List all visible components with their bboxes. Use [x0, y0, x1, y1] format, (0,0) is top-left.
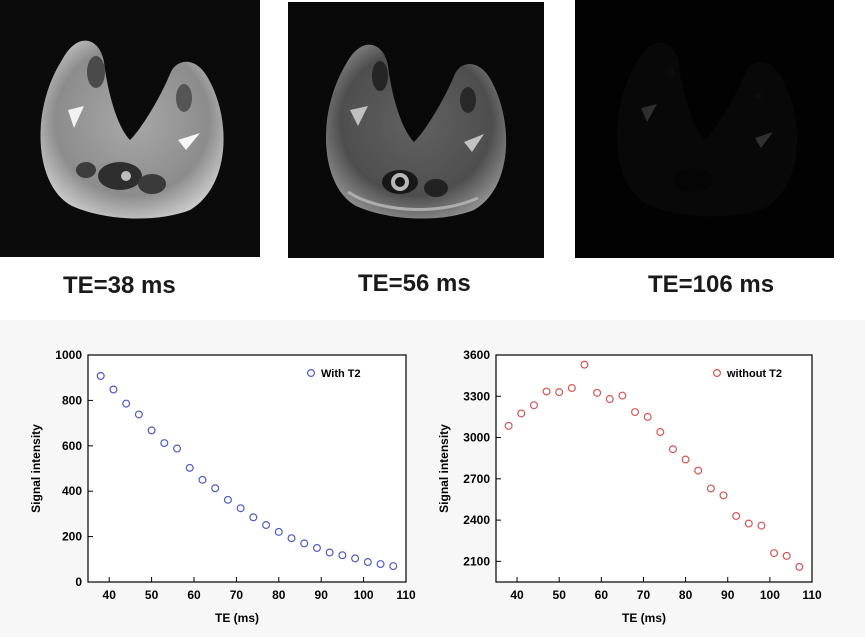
data-point	[529, 401, 538, 410]
data-point	[160, 439, 169, 448]
data-point	[300, 539, 309, 548]
mri-image-te-38	[0, 0, 260, 257]
data-point	[795, 562, 804, 571]
x-tick-label: 100	[354, 588, 374, 602]
x-tick-label: 50	[145, 588, 159, 602]
data-point	[173, 444, 182, 453]
data-point	[593, 388, 602, 397]
y-tick-label: 200	[62, 530, 82, 544]
y-tick-label: 2100	[463, 554, 490, 568]
y-tick-label: 0	[75, 575, 82, 589]
x-tick-label: 80	[679, 588, 693, 602]
data-point	[147, 426, 156, 435]
y-axis-label: Signal intensity	[29, 424, 43, 513]
data-point	[631, 408, 640, 417]
data-point	[504, 421, 513, 430]
data-point	[643, 412, 652, 421]
x-axis-label: TE (ms)	[215, 611, 259, 625]
x-tick-label: 80	[272, 588, 286, 602]
data-point	[567, 384, 576, 393]
y-tick-label: 400	[62, 484, 82, 498]
data-point	[325, 548, 334, 557]
data-point	[287, 534, 296, 543]
data-point	[134, 410, 143, 419]
data-point	[96, 371, 105, 380]
data-point	[542, 387, 551, 396]
te-caption-38: TE=38 ms	[63, 272, 176, 299]
y-tick-label: 3000	[463, 431, 490, 445]
data-point	[555, 388, 564, 397]
x-tick-label: 40	[510, 588, 524, 602]
data-point	[262, 521, 271, 530]
y-tick-label: 2400	[463, 513, 490, 527]
x-tick-label: 50	[553, 588, 567, 602]
y-axis-label: Signal intensity	[437, 424, 451, 513]
mri-image-te-56	[288, 2, 544, 258]
data-point	[363, 558, 372, 567]
plot-frame-1	[87, 354, 407, 583]
data-point	[580, 360, 589, 369]
data-point	[351, 554, 360, 563]
data-point	[719, 491, 728, 500]
data-point	[236, 504, 245, 513]
data-point	[223, 495, 232, 504]
x-axis-label: TE (ms)	[622, 611, 666, 625]
data-point	[605, 395, 614, 404]
data-point	[656, 428, 665, 437]
x-tick-label: 70	[230, 588, 244, 602]
te-caption-56: TE=56 ms	[358, 270, 471, 297]
data-point	[211, 484, 220, 493]
data-point	[338, 551, 347, 560]
data-point	[517, 409, 526, 418]
y-tick-label: 3600	[463, 348, 490, 362]
data-point	[732, 511, 741, 520]
x-tick-label: 90	[721, 588, 735, 602]
x-tick-label: 100	[760, 588, 780, 602]
data-point	[109, 385, 118, 394]
data-point	[706, 484, 715, 493]
plot-frame-2	[495, 354, 813, 583]
data-point	[389, 562, 398, 571]
x-tick-label: 70	[637, 588, 651, 602]
data-point	[312, 543, 321, 552]
mri-image-te-106	[575, 0, 834, 258]
data-point	[744, 519, 753, 528]
x-tick-label: 110	[802, 588, 822, 602]
data-point	[122, 399, 131, 408]
x-tick-label: 110	[396, 588, 416, 602]
x-tick-label: 40	[103, 588, 117, 602]
data-point	[185, 463, 194, 472]
mri-slice	[325, 44, 507, 219]
mri-slice	[40, 40, 224, 219]
legend-label: without T2	[726, 368, 782, 380]
data-point	[681, 455, 690, 464]
data-point	[770, 549, 779, 558]
x-tick-label: 60	[595, 588, 609, 602]
data-point	[198, 475, 207, 484]
data-point	[376, 560, 385, 569]
data-point	[694, 466, 703, 475]
data-point	[618, 391, 627, 400]
mri-slice	[616, 42, 798, 217]
data-point	[782, 551, 791, 560]
data-point	[757, 521, 766, 530]
legend-marker	[307, 369, 316, 378]
data-point	[274, 527, 283, 536]
y-tick-label: 2700	[463, 472, 490, 486]
data-point	[249, 513, 258, 522]
y-tick-label: 3300	[463, 389, 490, 403]
y-tick-label: 600	[62, 439, 82, 453]
x-tick-label: 60	[187, 588, 201, 602]
y-tick-label: 800	[62, 393, 82, 407]
data-point	[668, 445, 677, 454]
y-tick-label: 1000	[55, 348, 82, 362]
legend-label: With T2	[321, 368, 361, 380]
te-caption-106: TE=106 ms	[648, 271, 775, 298]
x-tick-label: 90	[315, 588, 329, 602]
legend-marker	[712, 369, 721, 378]
